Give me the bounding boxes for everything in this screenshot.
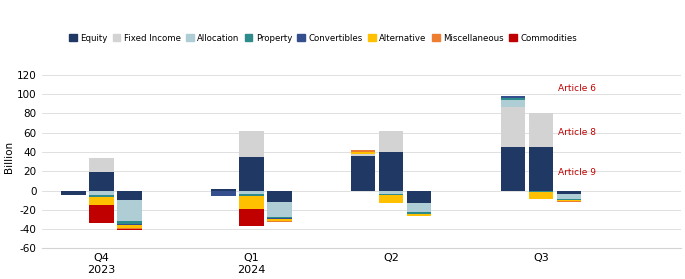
- Text: Article 8: Article 8: [558, 128, 596, 136]
- Bar: [529, 193, 553, 199]
- Bar: [267, 191, 292, 202]
- Bar: [351, 150, 375, 152]
- Bar: [501, 96, 525, 98]
- Bar: [117, 225, 142, 228]
- Bar: [239, 131, 264, 157]
- Bar: [407, 203, 432, 212]
- Bar: [351, 156, 375, 191]
- Bar: [239, 196, 264, 209]
- Bar: [501, 100, 525, 107]
- Bar: [89, 191, 114, 195]
- Bar: [379, 191, 403, 194]
- Bar: [267, 217, 292, 218]
- Bar: [89, 205, 114, 223]
- Bar: [379, 195, 403, 203]
- Bar: [239, 191, 264, 194]
- Bar: [117, 224, 142, 225]
- Bar: [61, 191, 86, 195]
- Bar: [211, 191, 236, 196]
- Bar: [557, 199, 582, 200]
- Text: Article 6: Article 6: [558, 84, 596, 93]
- Bar: [89, 197, 114, 205]
- Legend: Equity, Fixed Income, Allocation, Property, Convertibles, Alternative, Miscellan: Equity, Fixed Income, Allocation, Proper…: [68, 33, 577, 44]
- Bar: [117, 221, 142, 224]
- Bar: [267, 221, 292, 222]
- Bar: [557, 191, 582, 194]
- Bar: [117, 229, 142, 230]
- Bar: [89, 158, 114, 172]
- Bar: [557, 200, 582, 201]
- Y-axis label: Billion: Billion: [4, 141, 14, 173]
- Bar: [407, 191, 432, 203]
- Bar: [89, 172, 114, 191]
- Bar: [239, 209, 264, 226]
- Bar: [267, 220, 292, 221]
- Bar: [379, 131, 403, 152]
- Bar: [557, 201, 582, 202]
- Bar: [529, 191, 553, 193]
- Bar: [117, 191, 142, 200]
- Bar: [407, 214, 432, 216]
- Bar: [557, 194, 582, 199]
- Bar: [267, 202, 292, 217]
- Bar: [407, 212, 432, 214]
- Bar: [379, 194, 403, 195]
- Bar: [239, 157, 264, 191]
- Bar: [379, 152, 403, 191]
- Bar: [239, 194, 264, 196]
- Bar: [529, 113, 553, 147]
- Bar: [529, 147, 553, 191]
- Bar: [351, 152, 375, 154]
- Bar: [211, 189, 236, 191]
- Bar: [501, 147, 525, 191]
- Bar: [501, 98, 525, 100]
- Bar: [89, 195, 114, 197]
- Bar: [351, 154, 375, 156]
- Bar: [117, 200, 142, 221]
- Text: Article 9: Article 9: [558, 168, 596, 177]
- Bar: [117, 228, 142, 229]
- Bar: [267, 218, 292, 220]
- Bar: [501, 107, 525, 147]
